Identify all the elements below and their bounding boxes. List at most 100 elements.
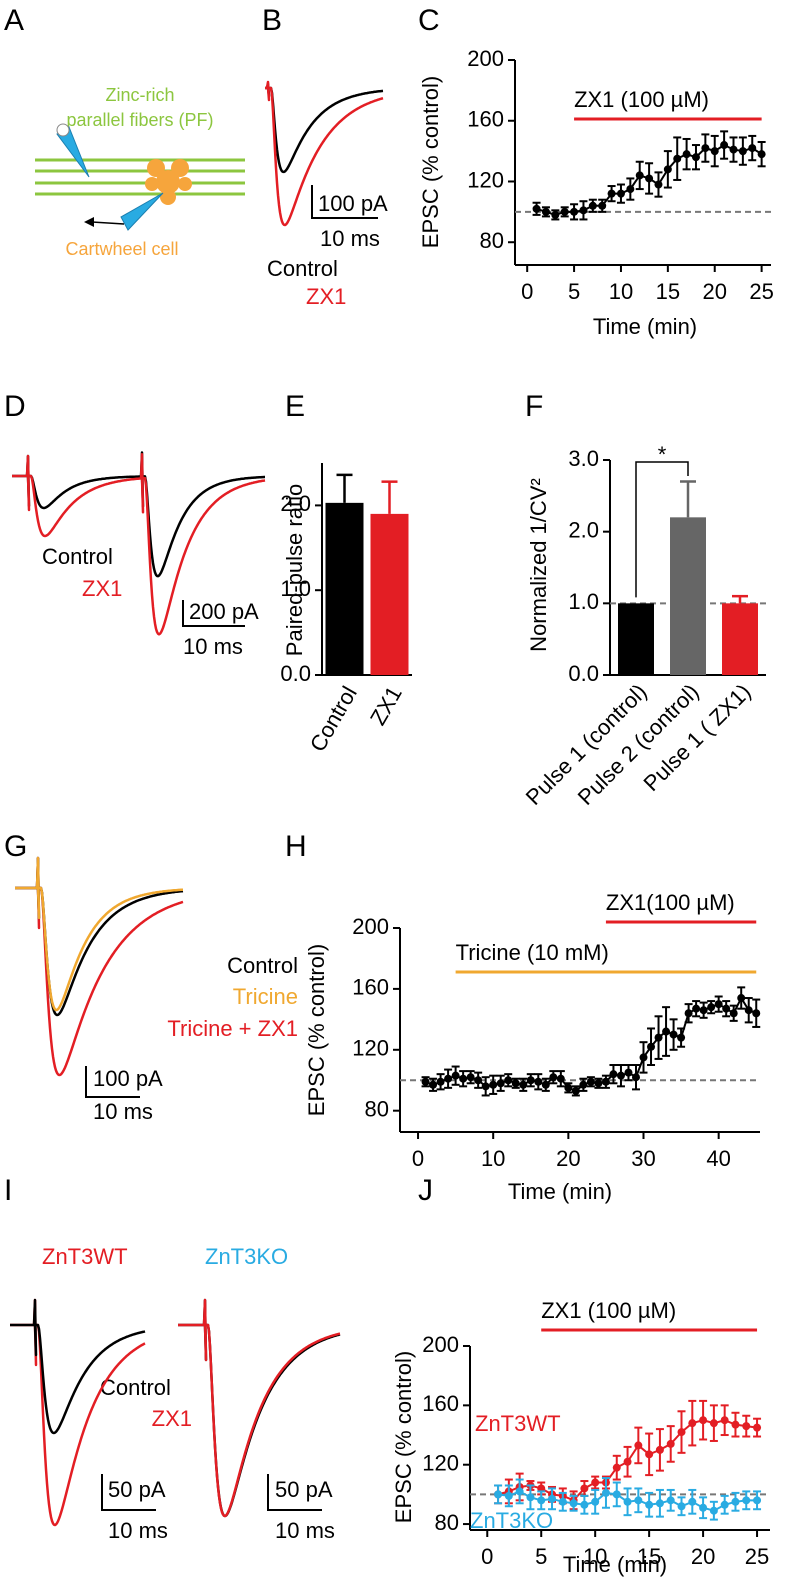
point — [548, 1494, 557, 1503]
x-tick-label: 30 — [631, 1146, 655, 1171]
pipette-cap — [56, 123, 70, 137]
x-tick-label: 20 — [702, 279, 726, 304]
cell — [145, 159, 192, 205]
point — [753, 1423, 762, 1432]
cell-lobe — [171, 159, 189, 177]
point — [429, 1080, 438, 1089]
x-tick-label: 20 — [556, 1146, 580, 1171]
point — [571, 1086, 580, 1095]
point — [645, 1450, 654, 1459]
trace — [264, 82, 384, 174]
point — [623, 1457, 632, 1466]
point — [526, 1076, 535, 1085]
x-tick-label: 10 — [609, 279, 633, 304]
series-label: ZnT3WT — [475, 1411, 561, 1436]
diagram: Zinc-rich parallel fibers (PF) Cartwheel… — [35, 85, 245, 259]
point — [624, 1068, 633, 1077]
point — [631, 1073, 640, 1082]
y-axis-label: EPSC (% control) — [418, 76, 443, 248]
point — [639, 1053, 648, 1062]
scale-label: 50 pA — [108, 1477, 166, 1502]
cell-label: Cartwheel cell — [65, 239, 178, 259]
scale-label: 10 ms — [320, 226, 380, 251]
point — [673, 154, 682, 163]
point — [731, 1497, 740, 1506]
y-tick-label: 2.0 — [568, 517, 599, 542]
point — [580, 1484, 589, 1493]
y-tick-label: 120 — [467, 167, 504, 192]
point — [731, 1420, 740, 1429]
point — [489, 1080, 498, 1089]
cell-lobe — [147, 159, 165, 177]
point — [494, 1490, 503, 1499]
x-axis-label: Time (min) — [508, 1179, 612, 1204]
y-tick-label: 120 — [422, 1451, 459, 1476]
point — [504, 1076, 513, 1085]
panel-letter: D — [4, 390, 26, 423]
trace-label: Control — [42, 544, 113, 569]
scale-bar — [267, 1474, 322, 1511]
scale-bar — [182, 600, 245, 627]
point — [569, 1499, 578, 1508]
panel-letter: C — [418, 4, 440, 37]
treatment-label: ZX1(100 µM) — [606, 890, 735, 915]
point — [466, 1073, 475, 1082]
scale-bar — [85, 1066, 140, 1098]
point — [655, 1445, 664, 1454]
point — [722, 1004, 731, 1013]
bar — [670, 517, 706, 675]
point — [729, 145, 738, 154]
panel-letter: H — [285, 830, 307, 863]
y-tick-label: 1.0 — [568, 589, 599, 614]
point — [588, 201, 597, 210]
x-tick-label: 25 — [745, 1544, 769, 1569]
y-axis-label: Normalized 1/CV² — [526, 478, 551, 652]
x-axis-label: Time (min) — [593, 314, 697, 339]
point — [654, 180, 663, 189]
x-tick-label: 25 — [749, 279, 773, 304]
fibers — [35, 158, 245, 196]
wire — [91, 221, 125, 225]
point — [616, 1071, 625, 1080]
point — [612, 1490, 621, 1499]
trace-label: Tricine — [233, 984, 298, 1009]
point — [626, 185, 635, 194]
point — [709, 1506, 718, 1515]
x-tick-label: 5 — [535, 1544, 547, 1569]
y-tick-label: 80 — [365, 1096, 389, 1121]
y-tick-label: 3.0 — [568, 446, 599, 471]
point — [714, 1000, 723, 1009]
x-tick-label: 10 — [481, 1146, 505, 1171]
scale-label: 50 pA — [275, 1477, 333, 1502]
point — [601, 1077, 610, 1086]
point — [709, 1419, 718, 1428]
trace — [14, 856, 184, 1077]
point — [699, 1006, 708, 1015]
significance-label: * — [658, 442, 667, 467]
panel-letter: I — [4, 1174, 12, 1207]
panel-letter: J — [418, 1174, 433, 1207]
point — [752, 1009, 761, 1018]
y-tick-label: 120 — [352, 1036, 389, 1061]
point — [609, 1070, 618, 1079]
panel-letter: F — [525, 390, 543, 423]
panel-letter: B — [262, 4, 282, 37]
point — [511, 1079, 520, 1088]
point — [580, 1500, 589, 1509]
point — [707, 1003, 716, 1012]
trace — [11, 453, 266, 636]
y-tick-label: 80 — [435, 1510, 459, 1535]
point — [556, 1074, 565, 1083]
point — [691, 153, 700, 162]
point — [421, 1077, 430, 1086]
point — [444, 1074, 453, 1083]
fiber-label: Zinc-rich — [105, 85, 174, 105]
fiber-label: parallel fibers (PF) — [66, 110, 213, 130]
point — [612, 1463, 621, 1472]
series-label: ZnT3KO — [470, 1508, 553, 1533]
x-tick-label: 5 — [568, 279, 580, 304]
x-tick-label: Control — [305, 682, 362, 756]
point — [579, 1080, 588, 1089]
trace — [11, 451, 266, 578]
